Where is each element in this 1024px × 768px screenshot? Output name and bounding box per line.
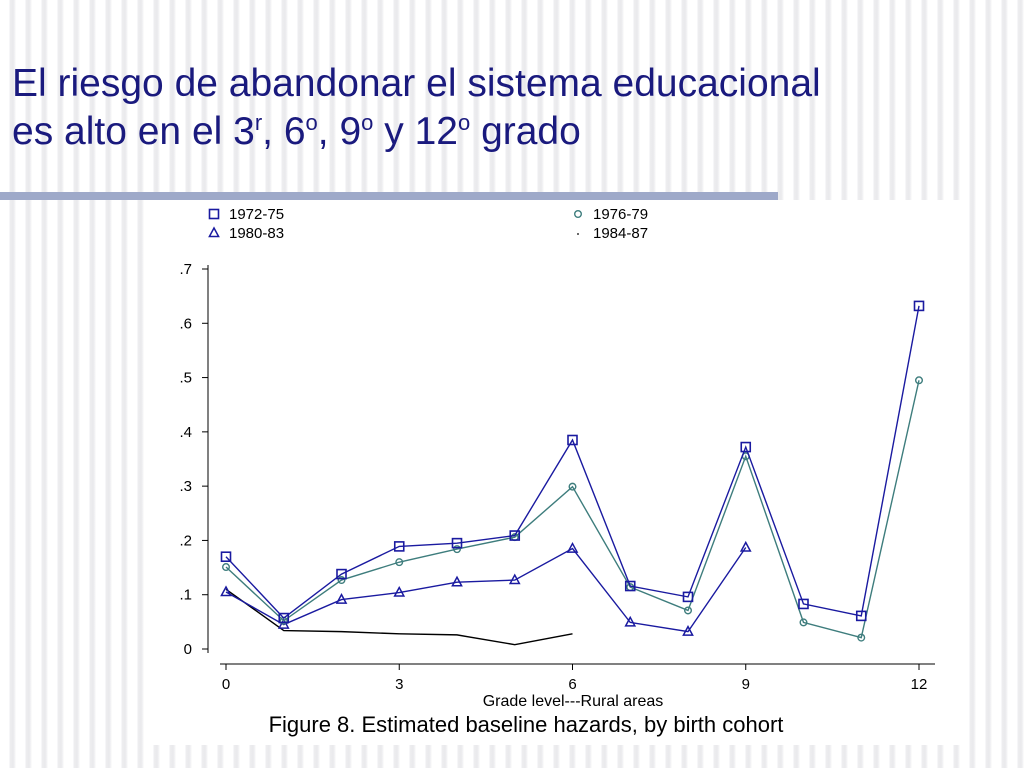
x-tick-label: 12 (911, 676, 928, 693)
x-tick-label: 6 (568, 676, 576, 693)
data-point-1972-75 (624, 580, 636, 592)
data-point-1972-75 (336, 568, 347, 580)
data-point-1972-75 (740, 441, 752, 453)
data-point-1972-75 (509, 530, 521, 541)
series-line-1984-87 (225, 588, 573, 646)
series-1980-83 (220, 540, 752, 636)
legend-label-1972-75: 1972-75 (229, 206, 284, 223)
data-point-1976-79 (395, 558, 404, 567)
y-tick-label: .6 (179, 315, 192, 332)
title-line-2: es alto en el 3r, 6o, 9o y 12o grado (12, 110, 581, 153)
x-tick-label: 0 (222, 676, 230, 693)
y-tick-label: .7 (179, 261, 192, 278)
x-axis-label: Grade level---Rural areas (483, 693, 664, 710)
legend-marker-1980-83 (208, 226, 220, 238)
title-underline (0, 192, 778, 200)
data-point-1976-79 (568, 482, 577, 491)
data-point-1980-83 (624, 615, 637, 627)
title-sup-3: o (361, 110, 374, 135)
figure-caption: Figure 8. Estimated baseline hazards, by… (269, 712, 784, 737)
legend-marker-1984-87 (577, 233, 579, 235)
x-tick-label: 3 (395, 676, 403, 693)
title-line-1: El riesgo de abandonar el sistema educac… (12, 62, 821, 105)
title-text-b: , 6 (262, 110, 306, 153)
chart-panel (150, 200, 960, 745)
data-point-1980-83 (508, 573, 521, 585)
data-point-1972-75 (682, 591, 694, 603)
title-text-d: y 12 (373, 110, 458, 153)
series-1984-87 (225, 588, 573, 646)
data-point-1980-83 (566, 541, 579, 553)
data-point-1976-79 (453, 545, 462, 554)
data-point-1980-83 (335, 593, 348, 604)
legend-label-1976-79: 1976-79 (593, 206, 648, 223)
data-point-1980-83 (393, 585, 406, 597)
x-tick-label: 9 (742, 676, 750, 693)
data-point-1972-75 (855, 610, 867, 622)
series-line-1980-83 (225, 547, 747, 633)
title-sup-2: o (305, 110, 318, 135)
data-point-1980-83 (451, 575, 463, 587)
legend-label-1984-87: 1984-87 (593, 225, 648, 242)
data-point-1976-79 (857, 633, 866, 642)
title-sup-1: r (254, 110, 263, 135)
data-point-1976-79 (799, 618, 808, 627)
data-point-1980-83 (739, 540, 752, 552)
data-point-1976-79 (684, 606, 693, 615)
legend-marker-1976-79 (574, 209, 583, 218)
y-tick-label: .5 (179, 370, 192, 387)
chart-legend: 1972-75 1976-79 1980-83 1984-87 (208, 206, 648, 242)
legend-marker-1972-75 (208, 208, 220, 220)
data-point-1980-83 (220, 585, 232, 597)
title-text-c: , 9 (317, 110, 362, 153)
title-text-e: grado (470, 110, 581, 153)
data-point-1972-75 (913, 300, 925, 312)
data-point-1972-75 (451, 537, 463, 549)
data-point-1972-75 (220, 551, 232, 563)
data-point-1976-79 (337, 576, 346, 585)
y-tick-label: .1 (179, 587, 192, 604)
title-text-a: es alto en el 3 (12, 110, 255, 153)
series-1976-79 (221, 376, 924, 642)
data-point-1976-79 (221, 563, 230, 572)
y-tick-label: .2 (179, 532, 192, 549)
title-sup-4: o (457, 110, 471, 135)
data-point-1980-83 (682, 625, 694, 636)
data-point-1972-75 (567, 434, 578, 446)
y-tick-label: .4 (179, 424, 192, 441)
y-tick-label: 0 (184, 641, 192, 658)
chart-axes: 0 .1 .2 .3 .4 .5 .6 .7 0 3 6 9 12 (179, 261, 935, 693)
data-point-1972-75 (278, 612, 290, 624)
chart-series (220, 300, 925, 646)
series-1972-75 (220, 300, 925, 624)
series-line-1972-75 (225, 305, 920, 619)
data-point-1972-75 (798, 598, 809, 610)
legend-label-1980-83: 1980-83 (229, 225, 284, 242)
series-line-1976-79 (225, 380, 920, 639)
data-point-1976-79 (915, 376, 924, 385)
slide-title: El riesgo de abandonar el sistema educac… (12, 60, 1002, 156)
data-point-1972-75 (393, 541, 405, 552)
y-tick-label: .3 (179, 478, 192, 495)
